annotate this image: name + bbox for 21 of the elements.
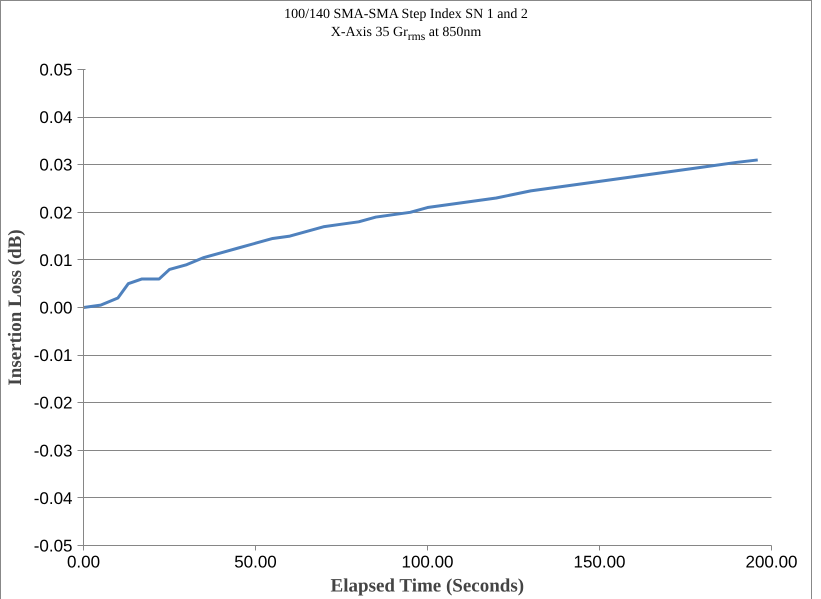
x-tick-label: 50.00 [234,552,277,572]
chart-title: 100/140 SMA-SMA Step Index SN 1 and 2 [284,7,528,22]
y-axis-title: Insertion Loss (dB) [4,229,26,386]
line-series [84,158,760,309]
y-tick-label: 0.05 [39,60,73,80]
y-tick-label: 0.03 [39,156,73,175]
y-tick-label: -0.05 [34,536,72,556]
y-tick-label: -0.04 [34,488,72,508]
chart-subtitle: X-Axis 35 Gr$_{rms}$ at 850nm [330,25,482,43]
y-tick-label: 0.00 [39,298,73,318]
x-tick-label: 200.00 [746,552,798,572]
x-tick-label: 0.00 [66,552,100,572]
y-tick-label: 0.04 [39,108,73,128]
y-tick-label: -0.01 [34,346,72,366]
x-axis-title: Elapsed Time (Seconds) [330,576,524,596]
x-tick-label: 100.00 [402,552,454,572]
y-tick-label: -0.03 [34,441,72,460]
y-tick-label: 0.01 [39,250,73,270]
y-tick-label: -0.02 [34,394,72,413]
y-tick-label: 0.02 [39,203,73,222]
x-tick-label: 150.00 [574,552,626,572]
